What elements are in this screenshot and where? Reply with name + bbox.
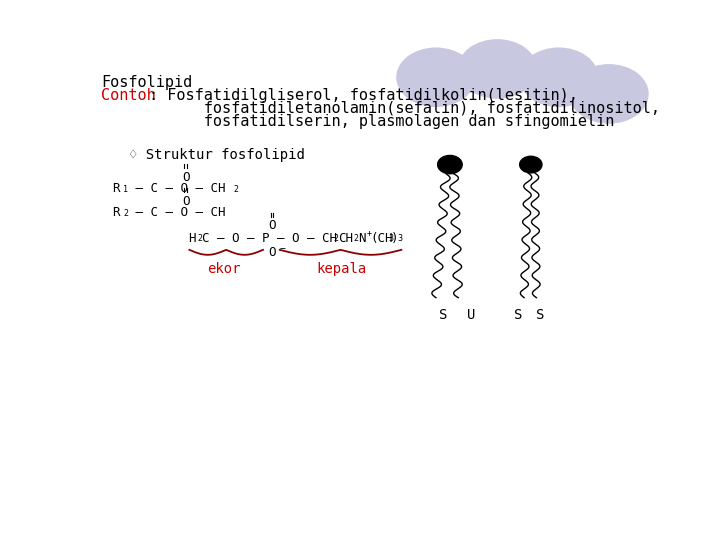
Text: O: O — [269, 246, 276, 259]
Text: O: O — [182, 171, 189, 184]
Text: S: S — [514, 308, 523, 322]
Circle shape — [520, 48, 598, 106]
Text: S: S — [438, 308, 447, 322]
Circle shape — [458, 40, 536, 98]
Text: ): ) — [392, 232, 399, 245]
Circle shape — [438, 156, 462, 174]
Text: C – O – P – O – CH: C – O – P – O – CH — [202, 232, 337, 245]
Text: 2: 2 — [124, 208, 128, 218]
Text: H: H — [188, 232, 195, 245]
Text: (CH: (CH — [370, 232, 392, 245]
Text: U: U — [467, 308, 475, 322]
Text: fosfatidiletanolamin(sefalin), fosfatidilinositol,: fosfatidiletanolamin(sefalin), fosfatidi… — [148, 101, 660, 116]
Text: 2: 2 — [334, 234, 339, 244]
Text: 3: 3 — [388, 234, 393, 244]
Text: : Fosfatidilgliserol, fosfatidilkolin(lesitin),: : Fosfatidilgliserol, fosfatidilkolin(le… — [148, 87, 577, 103]
Text: +: + — [366, 230, 372, 239]
Text: O: O — [182, 194, 189, 207]
Circle shape — [397, 48, 475, 106]
Text: O: O — [269, 219, 276, 233]
Text: kepala: kepala — [316, 262, 366, 276]
Circle shape — [520, 156, 542, 173]
Text: R: R — [112, 206, 120, 219]
Text: N: N — [358, 232, 365, 245]
Text: ♢ Struktur fosfolipid: ♢ Struktur fosfolipid — [129, 148, 305, 162]
Text: – C – O – CH: – C – O – CH — [128, 182, 225, 195]
Text: Contoh: Contoh — [101, 87, 156, 103]
Circle shape — [570, 65, 648, 123]
Text: 3: 3 — [397, 234, 402, 244]
Text: ekor: ekor — [207, 262, 240, 276]
Text: CH: CH — [338, 232, 354, 245]
Text: fosfatidilserin, plasmolagen dan sfingomielin: fosfatidilserin, plasmolagen dan sfingom… — [148, 114, 614, 129]
Text: 2: 2 — [354, 234, 359, 244]
Text: 2: 2 — [233, 185, 238, 193]
Text: R: R — [112, 182, 120, 195]
Text: S: S — [536, 308, 545, 322]
Text: – C – O – CH: – C – O – CH — [128, 206, 225, 219]
Text: 1: 1 — [124, 185, 128, 193]
Text: −: − — [280, 244, 286, 254]
Text: 2: 2 — [198, 234, 203, 244]
Text: Fosfolipid: Fosfolipid — [101, 75, 192, 90]
